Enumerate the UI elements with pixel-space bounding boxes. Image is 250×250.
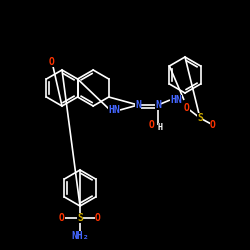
Text: S: S xyxy=(197,113,203,123)
Text: N: N xyxy=(135,100,141,110)
Text: O: O xyxy=(149,120,155,130)
Text: O: O xyxy=(59,213,65,223)
Text: HN: HN xyxy=(108,105,120,115)
Text: O: O xyxy=(49,57,55,67)
Text: O: O xyxy=(95,213,101,223)
Text: O: O xyxy=(184,103,190,113)
Text: H: H xyxy=(158,122,162,132)
Text: S: S xyxy=(77,213,83,223)
Text: HN: HN xyxy=(170,95,182,105)
Text: N: N xyxy=(155,100,161,110)
Text: NH₂: NH₂ xyxy=(71,231,89,241)
Text: O: O xyxy=(210,120,216,130)
